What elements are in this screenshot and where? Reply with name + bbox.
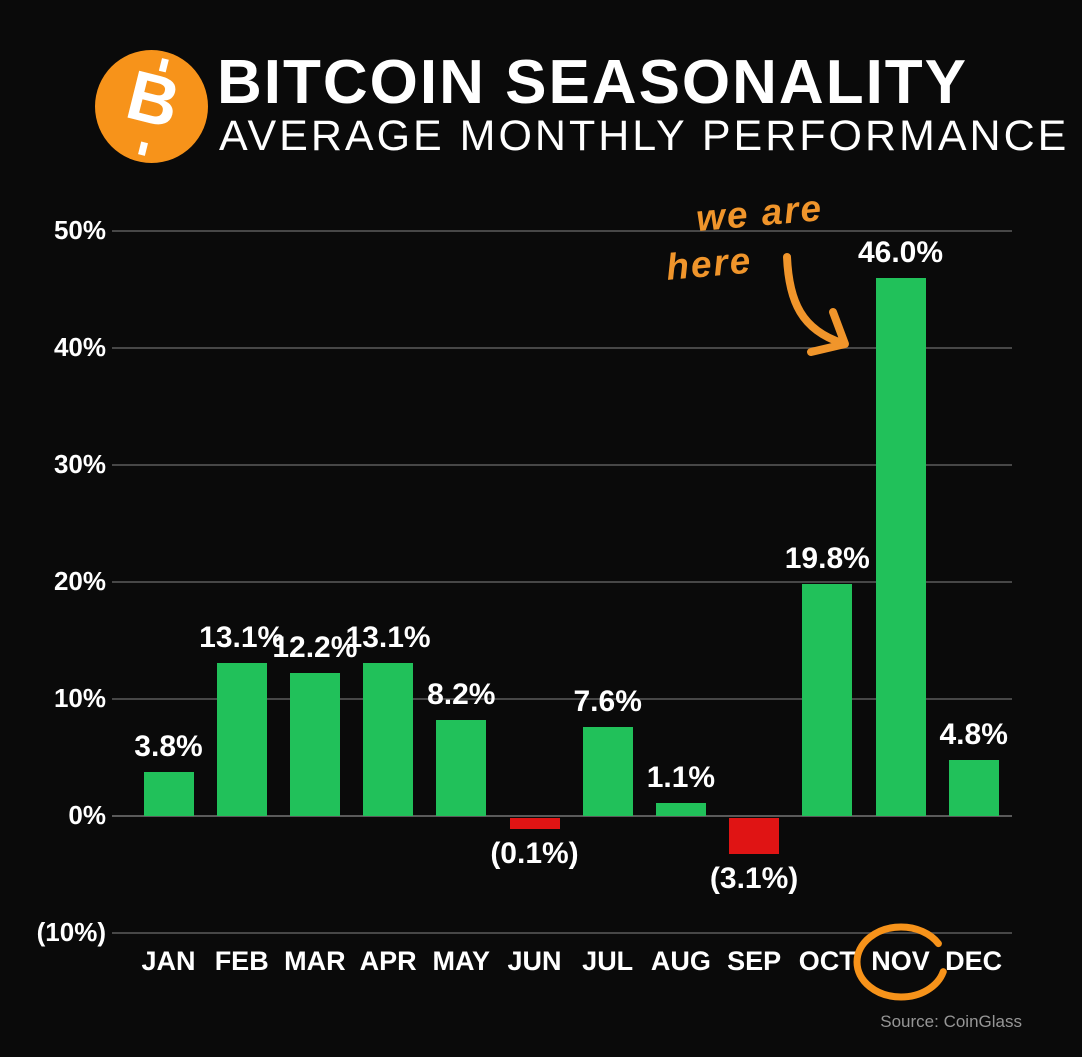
bar-aug <box>655 803 706 816</box>
bar-value-label-sep: (3.1%) <box>709 862 799 896</box>
month-label-feb: FEB <box>214 946 269 976</box>
y-axis-tick-30pct: 30% <box>53 449 106 479</box>
bar-dec <box>948 759 999 816</box>
bar-jun <box>509 818 560 829</box>
gridline-0pct <box>112 815 1012 817</box>
chart-title: BITCOIN SEASONALITY <box>217 48 969 117</box>
month-label-jan: JAN <box>141 946 196 976</box>
bar-value-label-dec: 4.8% <box>939 717 1008 751</box>
y-axis-tick-40pct: 40% <box>53 332 106 362</box>
bar-nov <box>875 277 926 816</box>
month-label-jul: JUL <box>582 946 634 976</box>
y-axis-tick-10pct: 10% <box>53 683 106 713</box>
month-label-oct: OCT <box>798 946 856 976</box>
gridline-30pct <box>112 464 1012 466</box>
month-label-apr: APR <box>359 946 417 976</box>
month-label-jun: JUN <box>507 946 562 976</box>
month-label-nov: NOV <box>871 946 930 976</box>
bitcoin-logo: B <box>95 50 208 163</box>
bar-value-label-jun: (0.1%) <box>490 837 579 870</box>
gridline-40pct <box>112 347 1012 349</box>
bar-value-label-feb: 13.1% <box>199 620 285 654</box>
chart-subtitle: AVERAGE MONTHLY PERFORMANCE <box>219 112 1070 160</box>
bar-apr <box>363 662 414 816</box>
bar-mar <box>289 673 340 816</box>
y-axis-tick-50pct: 50% <box>53 215 106 245</box>
bar-value-label-jul: 7.6% <box>573 685 642 719</box>
y-axis-tick-10pct: (10%) <box>36 917 106 947</box>
bar-value-label-apr: 13.1% <box>345 620 431 654</box>
we-are-here-annotation: we are here <box>660 185 829 291</box>
bar-oct <box>802 584 853 816</box>
month-label-sep: SEP <box>727 946 782 976</box>
bar-jul <box>582 727 633 816</box>
bar-value-label-may: 8.2% <box>427 678 496 712</box>
y-axis-tick-20pct: 20% <box>53 566 106 596</box>
gridline-10pct <box>112 698 1012 700</box>
month-label-dec: DEC <box>945 946 1003 976</box>
gridline-50pct <box>112 230 1012 232</box>
gridline-10pct <box>112 932 1012 934</box>
month-label-mar: MAR <box>284 946 346 976</box>
month-label-aug: AUG <box>650 946 711 976</box>
bar-value-label-nov: 46.0% <box>857 235 944 269</box>
bar-sep <box>729 818 780 855</box>
bar-value-label-jan: 3.8% <box>134 729 203 763</box>
month-label-may: MAY <box>432 946 491 976</box>
y-axis-tick-0pct: 0% <box>68 800 106 830</box>
bar-jan <box>143 771 194 816</box>
bar-value-label-aug: 1.1% <box>646 761 716 795</box>
gridline-20pct <box>112 581 1012 583</box>
bar-feb <box>216 662 267 816</box>
bar-value-label-oct: 19.8% <box>784 542 870 576</box>
source-credit: Source: CoinGlass <box>880 1012 1022 1031</box>
bar-may <box>436 720 487 816</box>
bar-value-label-mar: 12.2% <box>272 631 358 665</box>
